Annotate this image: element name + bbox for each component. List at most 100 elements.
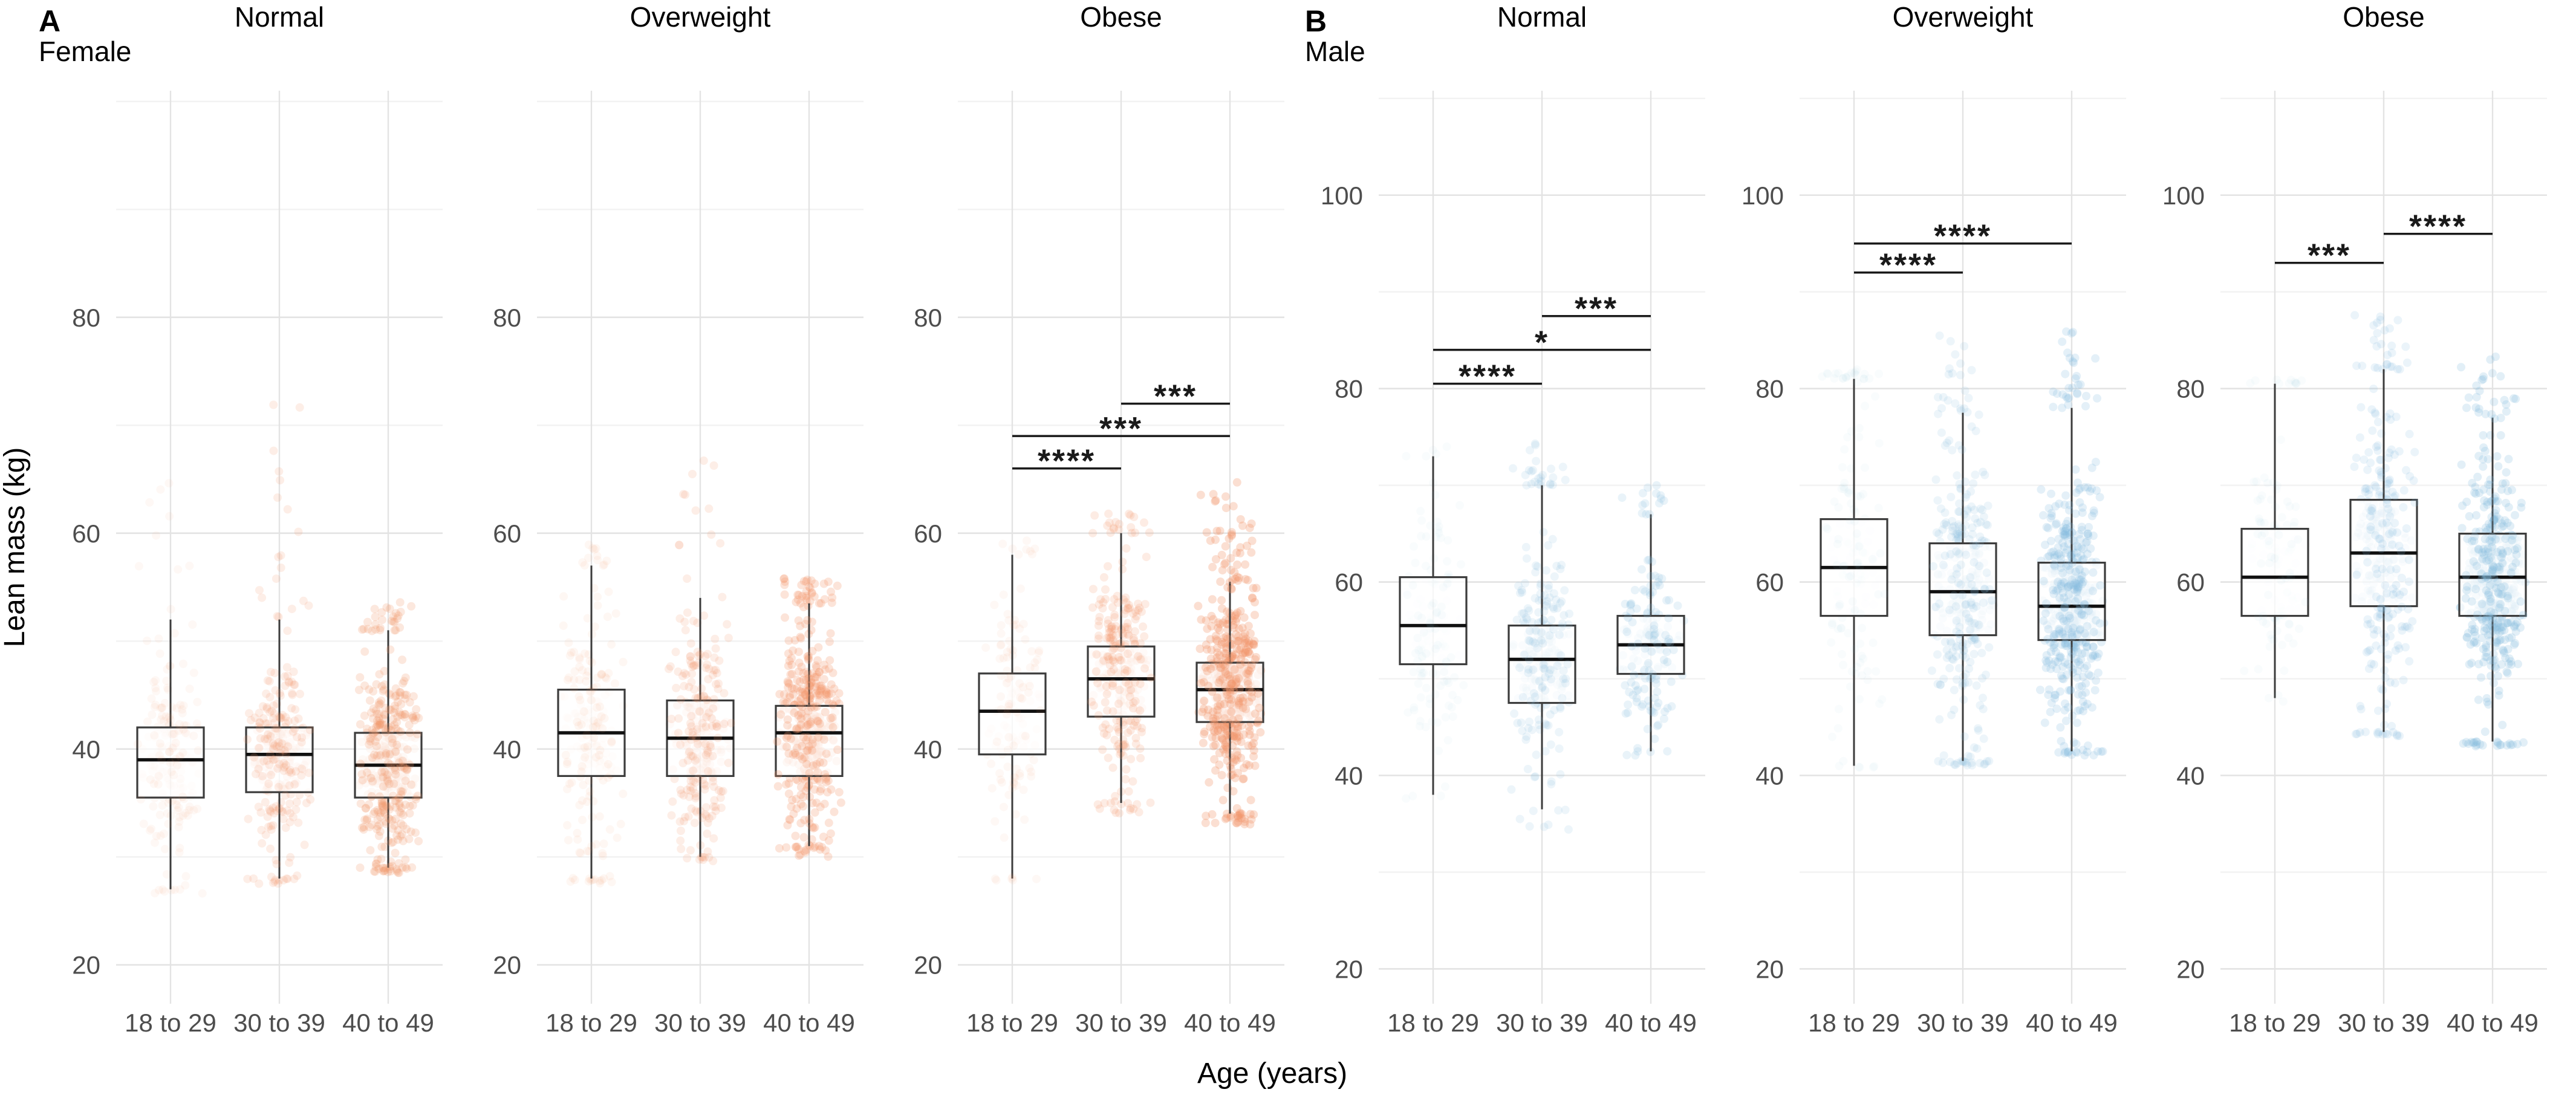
x-tick-label: 18 to 29	[1808, 1009, 1900, 1037]
boxplot-30-to-39	[1508, 485, 1576, 810]
x-tick-label: 40 to 49	[1184, 1009, 1276, 1037]
x-tick-label: 40 to 49	[1605, 1009, 1697, 1037]
svg-text:80: 80	[72, 304, 100, 332]
panel-female-normal: 20 40 60 80 Normal 18 to 29 30 to 39 40 to 49	[72, 1, 443, 1037]
jitter-points-over	[1196, 490, 1264, 829]
svg-text:100: 100	[1742, 181, 1784, 210]
svg-text:****: ****	[1038, 443, 1096, 479]
x-tick-label: 18 to 29	[966, 1009, 1058, 1037]
svg-text:60: 60	[1335, 568, 1363, 597]
svg-text:100: 100	[1321, 181, 1363, 210]
svg-text:60: 60	[2176, 568, 2205, 597]
svg-text:40: 40	[72, 735, 100, 764]
panel-b-label: B	[1305, 4, 1327, 38]
significance-bracket: ****	[1012, 443, 1121, 479]
svg-text:****: ****	[1459, 359, 1517, 395]
significance-bracket: *	[1433, 325, 1651, 361]
y-tick-labels: 20 40 60 80	[493, 304, 521, 980]
facet-title: Normal	[1497, 1, 1587, 33]
jitter-points-over	[134, 531, 203, 896]
panel-a-label: A	[39, 4, 61, 38]
y-tick-labels: 20 40 60 80	[72, 304, 100, 980]
boxplot-30-to-39	[666, 597, 735, 857]
svg-text:80: 80	[914, 304, 942, 332]
x-tick-label: 18 to 29	[2229, 1009, 2321, 1037]
boxplot-30-to-39	[2349, 369, 2418, 732]
jitter-points-over	[2457, 353, 2528, 750]
panel-male-normal: 20 40 60 80 100 Normal 18 to 29 30 to 39 40 to 4…	[1321, 1, 1705, 1037]
svg-text:40: 40	[1755, 762, 1784, 790]
significance-bracket: ****	[1854, 247, 1963, 284]
boxplot-18-to-29	[978, 554, 1047, 879]
svg-text:20: 20	[493, 951, 521, 980]
svg-text:****: ****	[1934, 218, 1992, 255]
boxplot-18-to-29	[557, 565, 626, 879]
svg-text:60: 60	[914, 519, 942, 548]
facet-label-male: Male	[1305, 36, 1365, 67]
boxplot-18-to-29	[1399, 456, 1468, 795]
svg-text:***: ***	[1575, 291, 1618, 327]
facet-title: Overweight	[630, 1, 771, 33]
x-tick-label: 40 to 49	[342, 1009, 434, 1037]
facet-title: Normal	[235, 1, 324, 33]
svg-text:20: 20	[1335, 955, 1363, 983]
x-tick-label: 30 to 39	[654, 1009, 746, 1037]
boxplot-40-to-49	[2458, 417, 2527, 742]
jitter-points-over	[1929, 331, 1997, 770]
jitter-points-over	[559, 545, 625, 888]
boxplot-40-to-49	[354, 630, 423, 868]
panel-male-overweight: 20 40 60 80 100 Overweight 18 to 29 30 to 39 40 …	[1742, 1, 2126, 1037]
svg-text:80: 80	[493, 304, 521, 332]
svg-text:60: 60	[493, 519, 521, 548]
panel-male-obese: 20 40 60 80 100 Obese 18 to 29 30 to 39 40 to 49…	[2162, 1, 2547, 1037]
svg-text:****: ****	[1879, 247, 1937, 284]
x-tick-label: 30 to 39	[233, 1009, 325, 1037]
svg-text:*: *	[1535, 325, 1549, 361]
svg-text:40: 40	[2176, 762, 2205, 790]
jitter-points-over	[773, 574, 844, 860]
jitter-points-over	[1507, 439, 1573, 816]
significance-bracket: ***	[1121, 379, 1230, 415]
svg-text:20: 20	[1755, 955, 1784, 983]
jitter-points-over	[665, 490, 736, 862]
significance-bracket: ****	[2384, 209, 2493, 245]
facet-title: Obese	[1080, 1, 1162, 33]
x-tick-label: 18 to 29	[1387, 1009, 1479, 1037]
x-tick-label: 18 to 29	[125, 1009, 216, 1037]
jitter-points-over	[1821, 365, 1889, 772]
y-tick-labels: 20 40 60 80	[914, 304, 942, 980]
boxplot-18-to-29	[1820, 379, 1888, 766]
panel-female-obese: 20 40 60 80 Obese 18 to 29 30 to 39 40 to 49 ***…	[914, 1, 1284, 1037]
svg-text:***: ***	[1099, 411, 1143, 447]
x-tick-label: 30 to 39	[2338, 1009, 2430, 1037]
facet-title: Obese	[2343, 1, 2425, 33]
x-tick-label: 40 to 49	[2026, 1009, 2118, 1037]
jitter-points-over	[987, 536, 1045, 885]
jitter-points-over	[1403, 449, 1465, 755]
x-tick-label: 30 to 39	[1075, 1009, 1167, 1037]
svg-text:20: 20	[914, 951, 942, 980]
boxplot-40-to-49	[1616, 514, 1685, 752]
svg-text:60: 60	[1755, 568, 1784, 597]
boxplot-30-to-39	[1087, 533, 1156, 804]
jitter-points-over	[1621, 481, 1678, 760]
facet-label-female: Female	[39, 36, 132, 67]
panel-female-overweight: 20 40 60 80 Overweight 18 to 29 30 to 39 40 to …	[493, 1, 864, 1037]
significance-bracket: ***	[1542, 291, 1651, 327]
facet-title: Overweight	[1893, 1, 2034, 33]
significance-bracket: ***	[1012, 411, 1230, 447]
boxplot-40-to-49	[1195, 582, 1264, 814]
significance-bracket: ****	[1854, 218, 2072, 255]
svg-text:20: 20	[2176, 955, 2205, 983]
boxplot-30-to-39	[1928, 412, 1997, 761]
svg-text:40: 40	[1335, 762, 1363, 790]
jitter-points-over	[2253, 376, 2310, 706]
svg-text:***: ***	[1154, 379, 1197, 415]
svg-text:40: 40	[914, 735, 942, 764]
svg-text:80: 80	[1335, 375, 1363, 403]
x-axis-title: Age (years)	[1197, 1058, 1348, 1090]
x-tick-label: 30 to 39	[1917, 1009, 2009, 1037]
x-tick-label: 18 to 29	[545, 1009, 637, 1037]
